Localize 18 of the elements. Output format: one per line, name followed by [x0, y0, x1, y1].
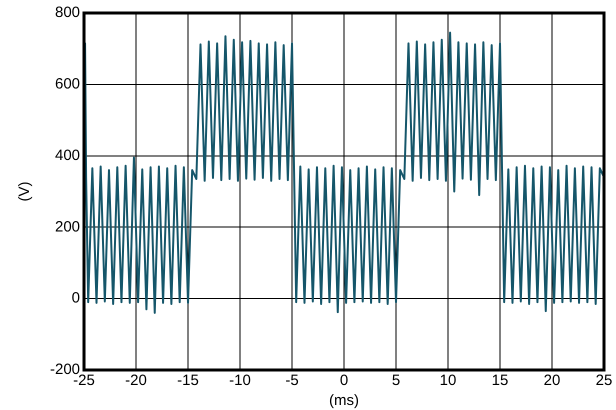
x-tick-label: 25 — [596, 372, 612, 390]
y-tick-label: 0 — [72, 290, 80, 307]
x-tick-label: -20 — [125, 372, 147, 390]
y-tick-label: 800 — [54, 4, 80, 22]
y-tick-label: 200 — [54, 218, 80, 236]
x-tick-label: -10 — [229, 372, 251, 390]
y-tick-label: -200 — [50, 361, 80, 378]
y-tick-label: 600 — [54, 76, 80, 93]
x-tick-label: 15 — [492, 372, 508, 390]
x-tick-label: -15 — [177, 372, 199, 390]
x-tick-label: 20 — [544, 372, 560, 390]
y-axis-title: (V) — [16, 182, 34, 202]
y-tick-label: 400 — [54, 146, 80, 164]
x-tick-label: 5 — [392, 372, 400, 390]
x-tick-label: 10 — [440, 372, 456, 390]
x-axis-title: (ms) — [329, 392, 360, 410]
x-tick-label: 0 — [340, 372, 348, 390]
x-tick-label: -5 — [285, 372, 299, 390]
